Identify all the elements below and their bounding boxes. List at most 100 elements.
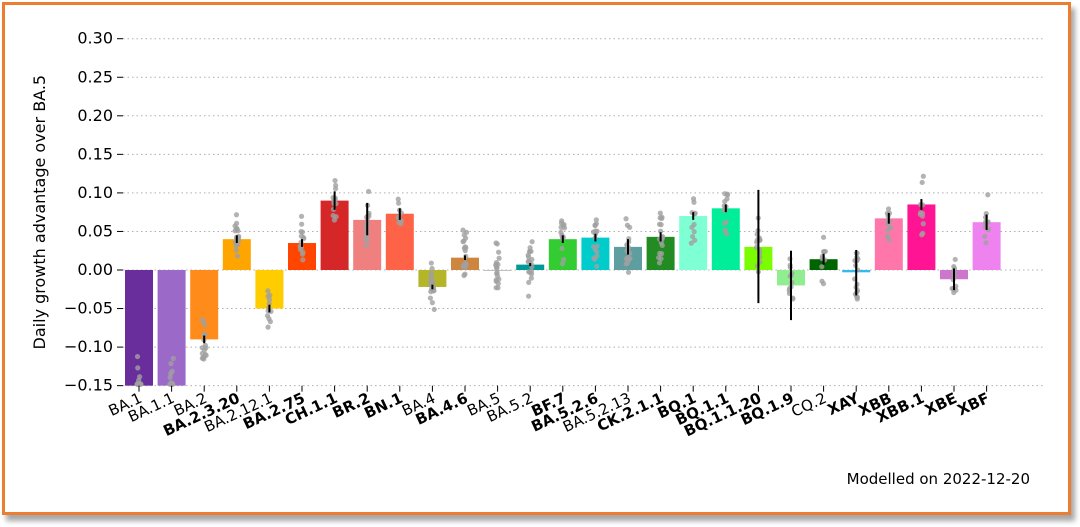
data-point bbox=[427, 295, 434, 301]
data-point bbox=[559, 261, 566, 267]
data-point bbox=[463, 261, 469, 267]
data-point bbox=[525, 293, 532, 299]
bar-chart: Daily growth advantage over BA.5 0.30 0.2… bbox=[30, 29, 1045, 440]
data-point bbox=[689, 224, 695, 230]
data-point bbox=[885, 206, 892, 212]
bar bbox=[320, 200, 349, 270]
data-point bbox=[428, 271, 434, 277]
data-point bbox=[395, 196, 401, 202]
data-point bbox=[299, 221, 305, 227]
data-point bbox=[265, 324, 271, 330]
y-tick-label: 0.20 bbox=[77, 106, 113, 125]
y-tick-label: −0.05 bbox=[64, 299, 113, 318]
data-point bbox=[983, 240, 989, 246]
data-point bbox=[298, 228, 304, 235]
data-point bbox=[919, 232, 925, 238]
data-point bbox=[234, 253, 241, 259]
data-point bbox=[298, 213, 305, 219]
data-point bbox=[461, 238, 467, 244]
data-point bbox=[137, 374, 143, 380]
data-point bbox=[528, 275, 534, 281]
data-point bbox=[886, 237, 892, 243]
data-point bbox=[527, 249, 533, 255]
data-point bbox=[431, 306, 437, 313]
data-point bbox=[561, 256, 567, 263]
bar bbox=[190, 270, 219, 340]
data-point bbox=[526, 279, 532, 286]
data-point bbox=[135, 365, 141, 371]
data-point bbox=[625, 257, 632, 263]
data-point bbox=[724, 196, 730, 202]
data-point bbox=[659, 242, 665, 249]
data-point bbox=[494, 241, 500, 247]
data-point bbox=[657, 250, 663, 257]
data-point bbox=[691, 229, 697, 235]
y-tick-label: 0.00 bbox=[77, 260, 113, 279]
data-point bbox=[495, 261, 501, 268]
data-point bbox=[657, 228, 664, 234]
data-point bbox=[168, 371, 174, 377]
data-point bbox=[917, 211, 923, 218]
data-point bbox=[496, 255, 502, 261]
data-point bbox=[659, 215, 665, 222]
data-point bbox=[624, 222, 630, 228]
data-point bbox=[300, 257, 306, 263]
data-point bbox=[266, 300, 272, 307]
data-point bbox=[919, 179, 925, 186]
data-point bbox=[299, 251, 306, 257]
data-point bbox=[168, 381, 174, 387]
data-point bbox=[592, 256, 598, 262]
data-point bbox=[656, 255, 662, 261]
data-point bbox=[331, 217, 338, 223]
y-tick-label: 0.25 bbox=[77, 67, 113, 86]
data-point bbox=[722, 227, 728, 233]
data-point bbox=[691, 199, 697, 205]
data-point bbox=[623, 216, 629, 222]
chart-frame: Daily growth advantage over BA.5 0.30 0.2… bbox=[2, 2, 1071, 515]
data-point bbox=[460, 227, 466, 233]
y-tick-label: −0.15 bbox=[64, 376, 113, 395]
data-point bbox=[985, 192, 991, 198]
data-point bbox=[203, 345, 209, 351]
data-point bbox=[920, 221, 926, 227]
data-point bbox=[495, 249, 502, 255]
data-point bbox=[590, 244, 597, 250]
data-point bbox=[265, 293, 271, 299]
data-point bbox=[428, 289, 434, 295]
data-point bbox=[264, 313, 271, 319]
data-point bbox=[820, 249, 827, 255]
data-point bbox=[559, 245, 565, 252]
data-point bbox=[365, 188, 372, 195]
data-point bbox=[362, 236, 368, 243]
bar bbox=[711, 208, 740, 270]
data-point bbox=[429, 300, 435, 306]
x-tick-label: CQ.2 bbox=[789, 389, 830, 421]
data-point bbox=[592, 222, 598, 229]
data-point bbox=[364, 242, 370, 248]
y-axis-label: Daily growth advantage over BA.5 bbox=[30, 75, 49, 350]
x-tick-label: BN.1 bbox=[362, 389, 406, 422]
data-point bbox=[819, 264, 825, 270]
data-point bbox=[594, 263, 600, 269]
data-point bbox=[657, 210, 663, 216]
data-point bbox=[920, 173, 926, 179]
data-point bbox=[493, 278, 499, 285]
data-point bbox=[233, 247, 239, 253]
data-point bbox=[265, 288, 271, 294]
data-point bbox=[233, 212, 240, 218]
data-point bbox=[235, 241, 241, 248]
data-point bbox=[688, 240, 694, 246]
data-point bbox=[170, 355, 176, 361]
data-point bbox=[982, 233, 988, 240]
data-point bbox=[656, 221, 663, 227]
data-point bbox=[396, 200, 402, 206]
data-point bbox=[429, 277, 435, 283]
data-point bbox=[428, 260, 434, 266]
data-point bbox=[527, 269, 533, 275]
data-point bbox=[692, 237, 698, 243]
data-point bbox=[462, 271, 468, 277]
y-tick-label: 0.30 bbox=[77, 29, 113, 48]
data-point bbox=[134, 353, 141, 360]
data-point bbox=[494, 273, 501, 279]
y-tick-label: 0.10 bbox=[77, 183, 113, 202]
